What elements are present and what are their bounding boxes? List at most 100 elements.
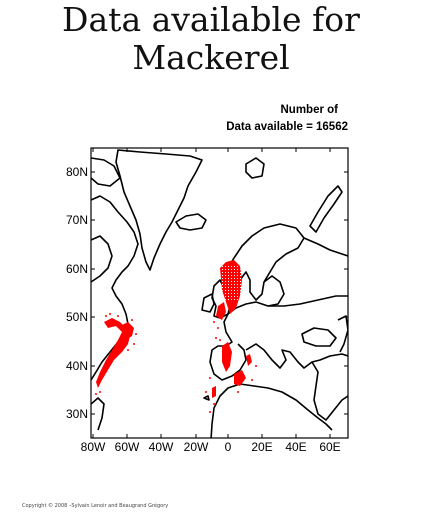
data-point	[131, 319, 133, 321]
lon-label: 60W	[115, 440, 140, 454]
grid-dot	[225, 269, 226, 270]
data-point	[133, 343, 135, 345]
grid-dot	[225, 278, 226, 279]
coast-greenland	[115, 149, 203, 271]
grid-dot	[240, 287, 241, 288]
grid-dot	[240, 284, 241, 285]
coast-canary-islands	[203, 395, 210, 401]
data-point	[209, 377, 211, 379]
grid-dot	[234, 287, 235, 288]
grid-dot	[240, 278, 241, 279]
lat-label: 30N	[66, 407, 88, 421]
grid-dot	[237, 275, 238, 276]
copyright-notice: Copyright © 2008 –Sylvain Lenoir and Bea…	[22, 503, 169, 509]
map-frame	[90, 147, 349, 439]
data-point	[219, 339, 221, 341]
grid-dot	[222, 272, 223, 273]
coast-ireland	[201, 293, 215, 313]
data-point	[135, 333, 137, 335]
grid-dot	[222, 281, 223, 282]
mackerel-data-points	[96, 260, 252, 398]
data-point	[255, 365, 257, 367]
grid-dot	[234, 284, 235, 285]
grid-dot	[234, 269, 235, 270]
grid-dot	[234, 278, 235, 279]
lat-label: 40N	[66, 359, 88, 373]
map-title-line-2: Mackerel	[132, 38, 290, 77]
grid-dot	[228, 266, 229, 267]
grid-dot	[228, 275, 229, 276]
coast-black-sea	[301, 327, 337, 347]
grid-dot	[234, 281, 235, 282]
grid-dot	[234, 296, 235, 297]
lat-label: 60N	[66, 262, 88, 276]
axis-ticks	[91, 148, 348, 438]
coast-middle-east	[311, 361, 348, 421]
lat-label: 50N	[66, 310, 88, 324]
lat-label: 70N	[66, 213, 88, 227]
data-cluster-west-africa	[212, 386, 216, 398]
grid-dot	[228, 293, 229, 294]
grid-dot	[231, 278, 232, 279]
data-point	[243, 375, 245, 377]
grid-dot	[231, 296, 232, 297]
grid-dot	[240, 275, 241, 276]
grid-dot	[222, 266, 223, 267]
grid-dot	[237, 290, 238, 291]
data-grid-overlay	[222, 266, 241, 300]
grid-dot	[225, 272, 226, 273]
data-cluster-northwest-atlantic	[96, 318, 130, 388]
data-cluster-iberian-coast	[222, 342, 232, 372]
grid-dot	[237, 278, 238, 279]
grid-dot	[222, 269, 223, 270]
grid-dot	[225, 266, 226, 267]
grid-dot	[231, 269, 232, 270]
grid-dot	[228, 269, 229, 270]
scattered-data-points	[95, 313, 257, 413]
data-point	[117, 315, 119, 317]
coast-russia-north	[303, 237, 348, 257]
lon-label: 0	[225, 440, 232, 454]
data-cluster-scotian-shelf	[120, 322, 134, 340]
data-point	[215, 337, 217, 339]
grid-dot	[225, 290, 226, 291]
grid-dot	[231, 287, 232, 288]
grid-dot	[225, 284, 226, 285]
grid-dot	[240, 290, 241, 291]
grid-dot	[237, 266, 238, 267]
grid-dot	[237, 284, 238, 285]
lon-label: 40W	[149, 440, 174, 454]
latitude-labels: 80N 70N 60N 50N 40N 30N	[66, 165, 88, 421]
data-cluster-mediterranean	[234, 370, 246, 386]
coast-mediterranean-north	[245, 343, 348, 369]
data-point	[209, 411, 211, 413]
grid-dot	[240, 296, 241, 297]
grid-dot	[222, 275, 223, 276]
grid-dot	[231, 299, 232, 300]
coast-novaya-zemlya	[309, 185, 343, 233]
lon-label: 40E	[285, 440, 306, 454]
data-point	[213, 403, 215, 405]
grid-dot	[234, 275, 235, 276]
data-point	[95, 393, 97, 395]
data-point	[217, 327, 219, 329]
grid-dot	[237, 269, 238, 270]
coast-iceland	[175, 213, 207, 231]
coastlines	[91, 149, 348, 438]
longitude-labels: 80W 60W 40W 20W 0 20E 40E 60E	[81, 440, 341, 454]
grid-dot	[237, 287, 238, 288]
grid-dot	[228, 272, 229, 273]
grid-dot	[222, 299, 223, 300]
lon-label: 60E	[319, 440, 340, 454]
grid-dot	[225, 299, 226, 300]
grid-dot	[237, 296, 238, 297]
grid-dot	[228, 290, 229, 291]
grid-dot	[237, 293, 238, 294]
grid-dot	[228, 284, 229, 285]
coast-hudson-labrador	[91, 235, 113, 283]
grid-dot	[231, 266, 232, 267]
coast-caspian	[337, 315, 348, 353]
grid-dot	[228, 281, 229, 282]
grid-dot	[225, 296, 226, 297]
